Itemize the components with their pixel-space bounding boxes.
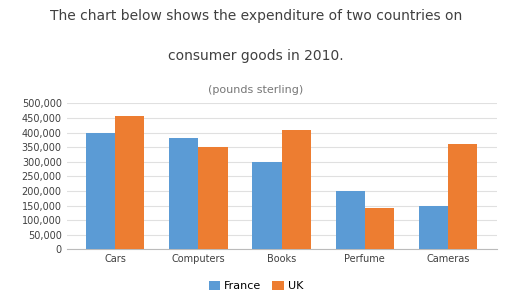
Bar [115, 116, 144, 249]
Bar [199, 147, 227, 249]
Bar [282, 130, 311, 249]
Bar [252, 162, 282, 249]
Bar [336, 191, 365, 249]
Text: consumer goods in 2010.: consumer goods in 2010. [168, 49, 344, 63]
Bar [448, 144, 477, 249]
Bar [169, 138, 199, 249]
Text: (pounds sterling): (pounds sterling) [208, 85, 304, 95]
Bar [86, 133, 115, 249]
Legend: France, UK: France, UK [204, 276, 308, 295]
Bar [365, 209, 394, 249]
Bar [419, 206, 448, 249]
Text: The chart below shows the expenditure of two countries on: The chart below shows the expenditure of… [50, 9, 462, 23]
